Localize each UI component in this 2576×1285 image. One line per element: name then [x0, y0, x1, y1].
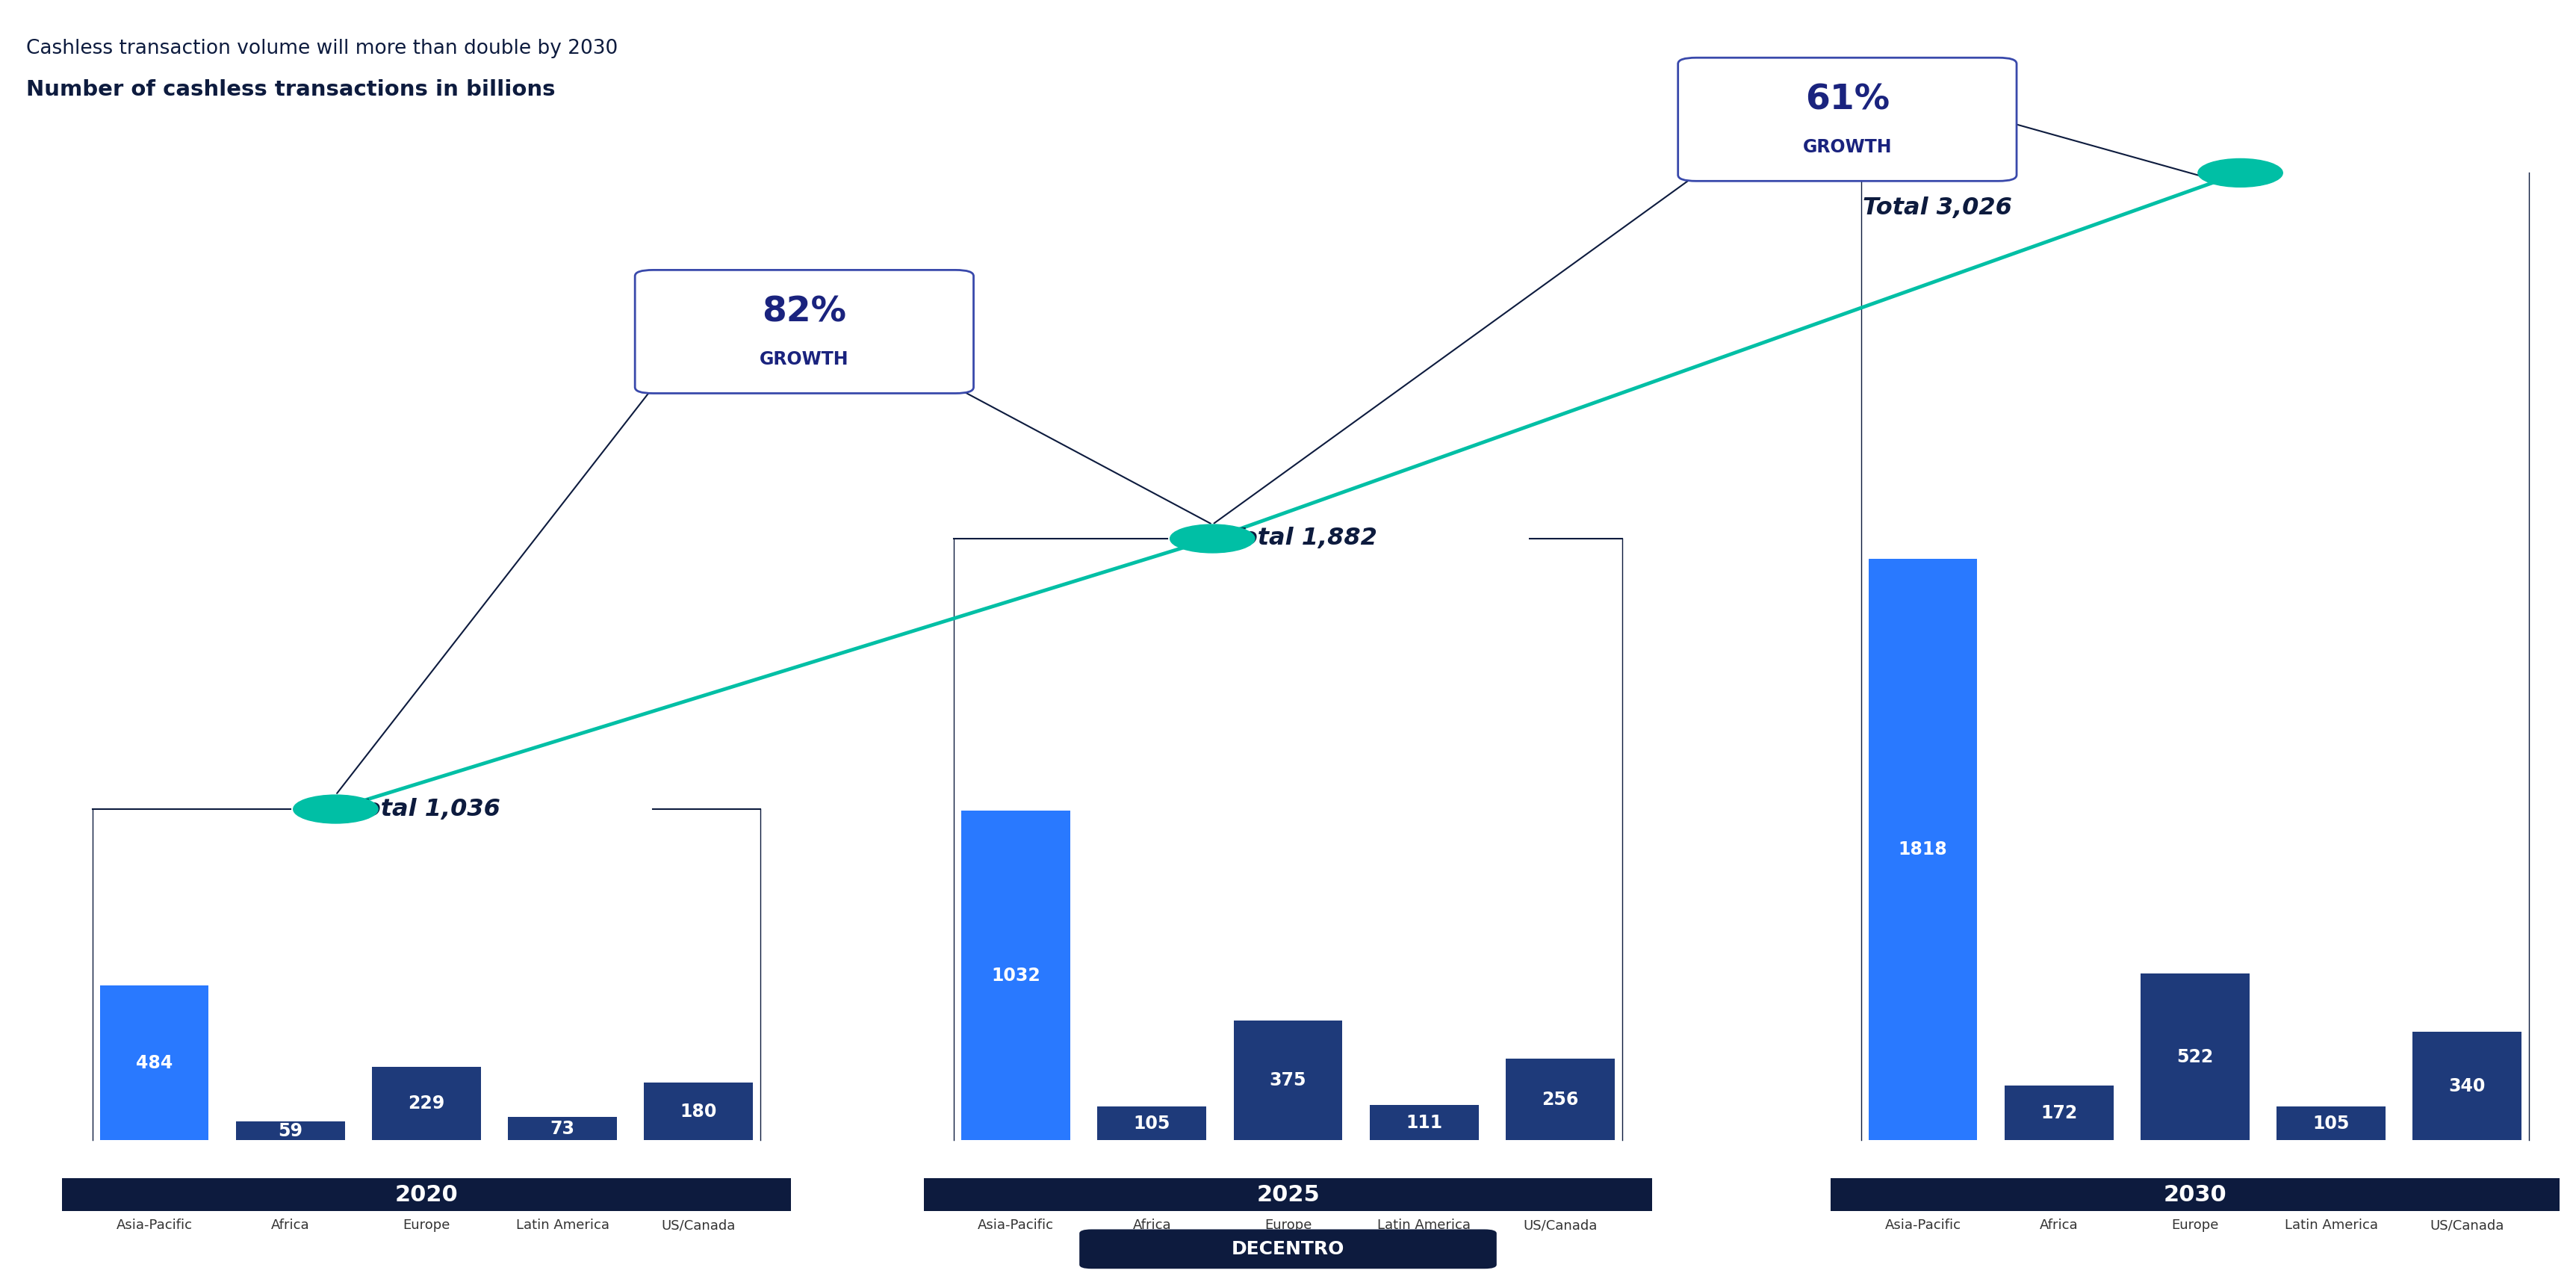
- FancyBboxPatch shape: [1677, 58, 2017, 181]
- FancyBboxPatch shape: [634, 270, 974, 393]
- Text: 61%: 61%: [1806, 84, 1891, 117]
- Bar: [2414, 1032, 2522, 1140]
- Text: Total 1,882: Total 1,882: [1229, 527, 1376, 550]
- Text: 340: 340: [2450, 1077, 2486, 1095]
- Text: 229: 229: [407, 1095, 446, 1113]
- Text: 1032: 1032: [992, 966, 1041, 984]
- Bar: [1507, 1059, 1615, 1140]
- Text: 111: 111: [1406, 1114, 1443, 1132]
- FancyBboxPatch shape: [1832, 1178, 2561, 1212]
- Bar: [2277, 1106, 2385, 1140]
- Bar: [961, 811, 1069, 1140]
- Text: US/Canada: US/Canada: [1522, 1218, 1597, 1232]
- Text: Europe: Europe: [402, 1218, 451, 1232]
- Bar: [644, 1083, 752, 1140]
- Text: Cashless transaction volume will more than double by 2030: Cashless transaction volume will more th…: [26, 39, 618, 58]
- Bar: [237, 1122, 345, 1140]
- Circle shape: [1170, 524, 1255, 553]
- Text: Africa: Africa: [1133, 1218, 1172, 1232]
- Text: 2030: 2030: [2164, 1183, 2226, 1205]
- Circle shape: [294, 795, 379, 824]
- Text: 1818: 1818: [1899, 840, 1947, 858]
- FancyBboxPatch shape: [1079, 1230, 1497, 1268]
- Bar: [507, 1117, 616, 1140]
- Bar: [2141, 974, 2249, 1140]
- Bar: [1234, 1020, 1342, 1140]
- Text: GROWTH: GROWTH: [1803, 139, 1891, 157]
- Bar: [100, 986, 209, 1140]
- Text: 522: 522: [2177, 1049, 2213, 1065]
- Text: Latin America: Latin America: [515, 1218, 608, 1232]
- Text: Asia-Pacific: Asia-Pacific: [979, 1218, 1054, 1232]
- Text: 375: 375: [1270, 1072, 1306, 1090]
- Text: Europe: Europe: [2172, 1218, 2218, 1232]
- Text: 2025: 2025: [1257, 1183, 1319, 1205]
- Text: Europe: Europe: [1265, 1218, 1311, 1232]
- FancyBboxPatch shape: [925, 1178, 1651, 1212]
- Text: Total 3,026: Total 3,026: [1862, 197, 2012, 220]
- Bar: [1868, 559, 1978, 1140]
- Text: 180: 180: [680, 1103, 716, 1121]
- Bar: [1370, 1105, 1479, 1140]
- Text: Asia-Pacific: Asia-Pacific: [1886, 1218, 1960, 1232]
- Bar: [2004, 1086, 2112, 1140]
- Text: 82%: 82%: [762, 296, 848, 329]
- Text: 256: 256: [1540, 1091, 1579, 1109]
- Circle shape: [2197, 159, 2282, 188]
- Text: Latin America: Latin America: [1378, 1218, 1471, 1232]
- Text: US/Canada: US/Canada: [2429, 1218, 2504, 1232]
- Text: Africa: Africa: [2040, 1218, 2079, 1232]
- Text: 2020: 2020: [394, 1183, 459, 1205]
- Text: Latin America: Latin America: [2285, 1218, 2378, 1232]
- Text: 73: 73: [551, 1119, 574, 1137]
- FancyBboxPatch shape: [62, 1178, 791, 1212]
- Text: 484: 484: [137, 1054, 173, 1072]
- Text: DECENTRO: DECENTRO: [1231, 1240, 1345, 1258]
- Text: Asia-Pacific: Asia-Pacific: [116, 1218, 193, 1232]
- Text: Number of cashless transactions in billions: Number of cashless transactions in billi…: [26, 78, 554, 100]
- Text: GROWTH: GROWTH: [760, 351, 850, 369]
- Bar: [371, 1067, 482, 1140]
- Text: Total 1,036: Total 1,036: [350, 798, 500, 821]
- Bar: [1097, 1106, 1206, 1140]
- Text: 105: 105: [1133, 1114, 1170, 1132]
- Text: 105: 105: [2313, 1114, 2349, 1132]
- Text: Africa: Africa: [270, 1218, 309, 1232]
- Text: 172: 172: [2040, 1104, 2076, 1122]
- Text: US/Canada: US/Canada: [662, 1218, 737, 1232]
- Text: 59: 59: [278, 1122, 301, 1140]
